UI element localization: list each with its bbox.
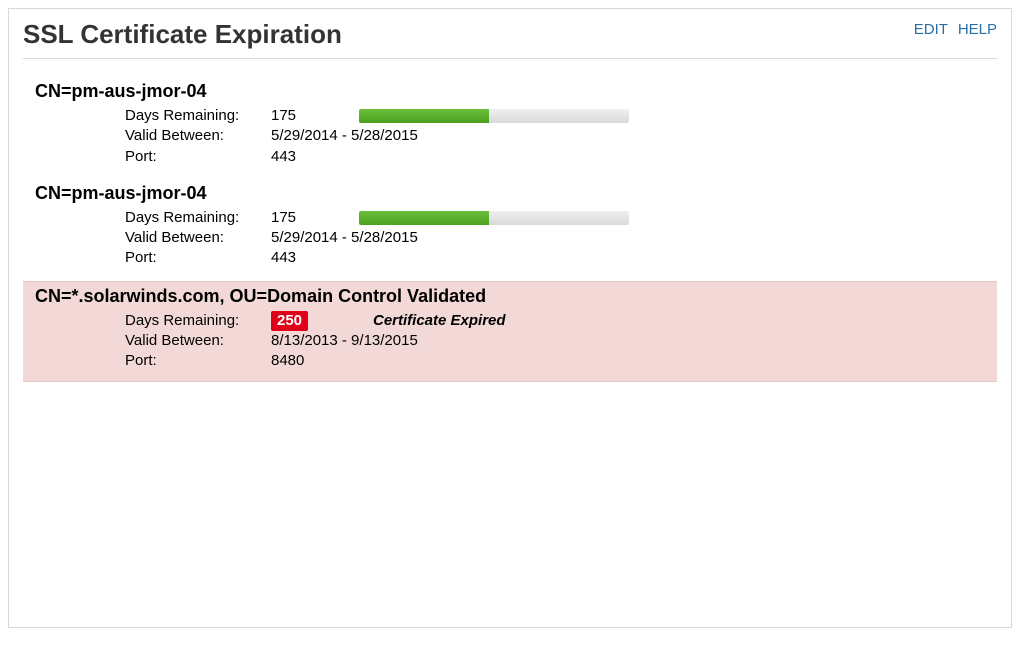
- row-port: Port:443: [35, 248, 985, 268]
- cert-block: CN=*.solarwinds.com, OU=Domain Control V…: [23, 281, 997, 383]
- days-remaining-value: 175: [271, 209, 296, 226]
- label-days-remaining: Days Remaining:: [35, 311, 271, 331]
- row-port: Port:443: [35, 147, 985, 167]
- progress-bar: [359, 211, 629, 225]
- header-divider: [23, 58, 997, 59]
- cert-title: CN=pm-aus-jmor-04: [35, 81, 985, 102]
- days-remaining-value-cell: 175: [271, 106, 359, 126]
- cert-title: CN=pm-aus-jmor-04: [35, 183, 985, 204]
- port-value: 443: [271, 248, 296, 268]
- cert-title: CN=*.solarwinds.com, OU=Domain Control V…: [35, 286, 985, 307]
- label-days-remaining: Days Remaining:: [35, 208, 271, 228]
- label-port: Port:: [35, 351, 271, 371]
- progress-bar: [359, 109, 629, 123]
- port-value: 8480: [271, 351, 304, 371]
- panel-actions: EDIT HELP: [908, 21, 997, 38]
- row-days-remaining: Days Remaining:250 Certificate Expired: [35, 311, 985, 331]
- valid-between-value: 5/29/2014 - 5/28/2015: [271, 228, 418, 248]
- port-value: 443: [271, 147, 296, 167]
- edit-link[interactable]: EDIT: [914, 21, 948, 38]
- panel-header: SSL Certificate Expiration EDIT HELP: [9, 9, 1011, 56]
- label-days-remaining: Days Remaining:: [35, 106, 271, 126]
- row-valid-between: Valid Between:5/29/2014 - 5/28/2015: [35, 126, 985, 146]
- days-remaining-badge-cell: 250: [271, 311, 359, 331]
- row-days-remaining: Days Remaining:175: [35, 208, 985, 228]
- panel-title: SSL Certificate Expiration: [23, 19, 997, 50]
- label-port: Port:: [35, 248, 271, 268]
- valid-between-value: 8/13/2013 - 9/13/2015: [271, 331, 418, 351]
- valid-between-value: 5/29/2014 - 5/28/2015: [271, 126, 418, 146]
- label-valid-between: Valid Between:: [35, 331, 271, 351]
- label-port: Port:: [35, 147, 271, 167]
- label-valid-between: Valid Between:: [35, 126, 271, 146]
- cert-block: CN=pm-aus-jmor-04Days Remaining:175Valid…: [9, 77, 1011, 177]
- row-port: Port:8480: [35, 351, 985, 371]
- days-remaining-value: 175: [271, 107, 296, 124]
- row-valid-between: Valid Between:5/29/2014 - 5/28/2015: [35, 228, 985, 248]
- cert-list: CN=pm-aus-jmor-04Days Remaining:175Valid…: [9, 77, 1011, 382]
- days-remaining-value-cell: 175: [271, 208, 359, 228]
- progress-bar-fill: [359, 211, 489, 225]
- row-days-remaining: Days Remaining:175: [35, 106, 985, 126]
- expired-text: Certificate Expired: [373, 311, 506, 331]
- cert-block: CN=pm-aus-jmor-04Days Remaining:175Valid…: [9, 179, 1011, 279]
- ssl-expiration-panel: SSL Certificate Expiration EDIT HELP CN=…: [8, 8, 1012, 628]
- help-link[interactable]: HELP: [958, 21, 997, 38]
- row-valid-between: Valid Between:8/13/2013 - 9/13/2015: [35, 331, 985, 351]
- progress-bar-fill: [359, 109, 489, 123]
- label-valid-between: Valid Between:: [35, 228, 271, 248]
- progress-bar-track: [489, 109, 629, 123]
- progress-bar-track: [489, 211, 629, 225]
- days-remaining-badge: 250: [271, 311, 308, 331]
